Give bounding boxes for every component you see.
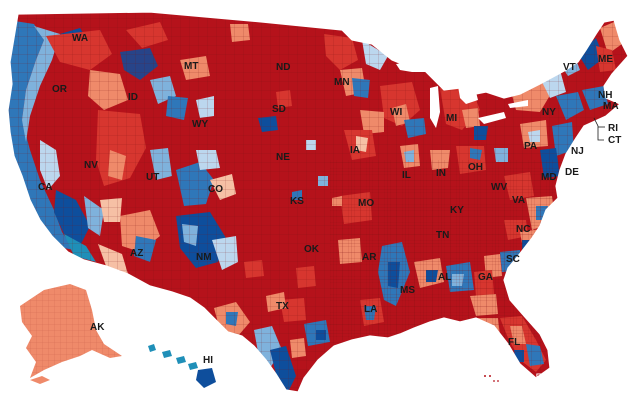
label-MI: MI [446, 113, 457, 124]
label-ME: ME [598, 54, 613, 65]
alaska [20, 284, 122, 384]
label-OR: OR [52, 84, 68, 95]
label-PA: PA [524, 141, 537, 152]
label-LA: LA [364, 304, 377, 315]
label-AL: AL [438, 272, 451, 283]
label-CA: CA [38, 182, 52, 193]
wechat-icon [481, 372, 502, 387]
label-AK: AK [90, 322, 105, 333]
label-DE: DE [565, 167, 579, 178]
label-IA: IA [350, 145, 360, 156]
label-IL: IL [402, 170, 411, 181]
watermark: 微信号: hqsy68 [481, 372, 603, 388]
label-VA: VA [512, 195, 525, 206]
label-MN: MN [334, 77, 350, 88]
label-WI: WI [390, 107, 402, 118]
hawaii [148, 344, 216, 388]
label-KY: KY [450, 205, 464, 216]
label-NM: NM [196, 252, 212, 263]
label-TX: TX [276, 301, 289, 312]
label-NY: NY [542, 107, 556, 118]
label-MT: MT [184, 61, 198, 72]
label-CO: CO [208, 184, 223, 195]
label-VT: VT [563, 62, 576, 73]
label-NE: NE [276, 152, 290, 163]
label-HI: HI [203, 355, 213, 366]
lake-michigan [430, 86, 440, 128]
lake-superior [396, 60, 444, 72]
label-OK: OK [304, 244, 320, 255]
lake-huron [458, 84, 478, 104]
label-RI: RI [608, 123, 618, 134]
label-MS: MS [400, 285, 415, 296]
state-labels: WA OR CA NV ID MT WY UT AZ CO NM ND SD N… [38, 33, 621, 366]
label-NV: NV [84, 160, 98, 171]
label-SD: SD [272, 104, 286, 115]
label-MD: MD [541, 172, 557, 183]
label-AZ: AZ [130, 248, 143, 259]
label-TN: TN [436, 230, 449, 241]
lake-ontario [508, 100, 528, 108]
label-ND: ND [276, 62, 290, 73]
label-MO: MO [358, 198, 374, 209]
lake-erie [478, 112, 506, 124]
label-NH: NH [598, 90, 612, 101]
label-NC: NC [516, 224, 530, 235]
label-IN: IN [436, 168, 446, 179]
label-ID: ID [128, 92, 138, 103]
label-FL: FL [508, 337, 520, 348]
label-WY: WY [192, 119, 208, 130]
label-OH: OH [468, 162, 483, 173]
label-CT: CT [608, 135, 621, 146]
label-KS: KS [290, 196, 304, 207]
label-GA: GA [478, 272, 493, 283]
label-SC: SC [506, 254, 520, 265]
label-MA: MA [603, 101, 619, 112]
label-NJ: NJ [571, 146, 584, 157]
label-WV: WV [491, 182, 507, 193]
label-AR: AR [362, 252, 377, 263]
watermark-text: 微信号: hqsy68 [508, 373, 603, 388]
label-WA: WA [72, 33, 88, 44]
label-UT: UT [146, 172, 159, 183]
